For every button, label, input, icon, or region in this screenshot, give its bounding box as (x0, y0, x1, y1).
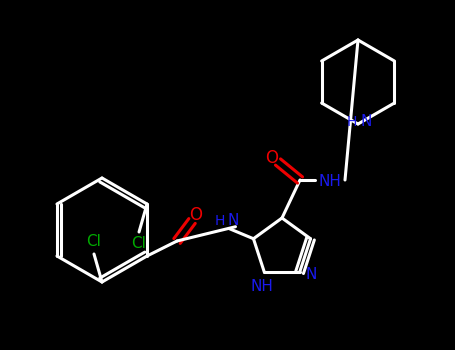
Text: NH: NH (318, 175, 341, 189)
Text: N: N (306, 267, 317, 282)
Text: H: H (215, 214, 226, 228)
Text: N: N (360, 114, 372, 130)
Text: O: O (190, 206, 202, 224)
Text: O: O (266, 149, 278, 167)
Text: H: H (347, 115, 357, 129)
Text: Cl: Cl (86, 234, 101, 250)
Text: Cl: Cl (131, 237, 147, 252)
Text: NH: NH (251, 279, 274, 294)
Text: N: N (228, 213, 239, 228)
